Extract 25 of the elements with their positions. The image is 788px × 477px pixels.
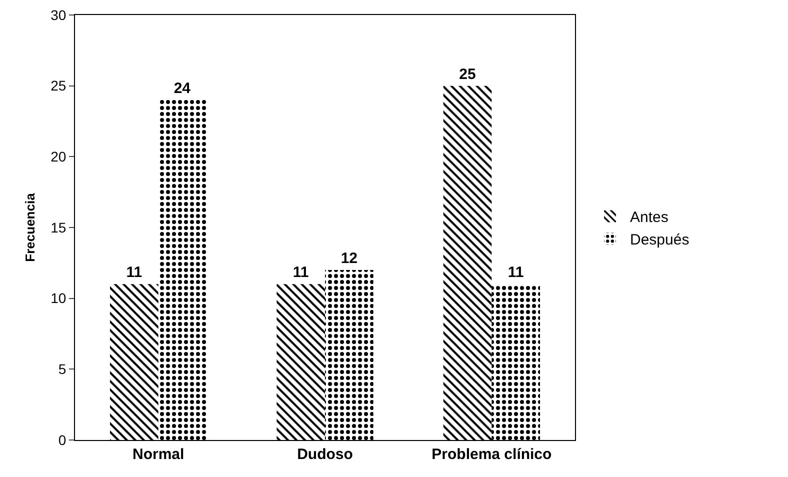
y-tick-label: 5 <box>58 361 66 378</box>
x-tick-label: Normal <box>132 446 184 463</box>
bar <box>110 284 158 440</box>
x-tick-label: Dudoso <box>297 446 353 463</box>
bar <box>443 86 492 440</box>
y-tick-label: 15 <box>50 219 66 236</box>
y-tick-label: 0 <box>58 432 66 448</box>
y-tick-label: 10 <box>50 290 66 306</box>
y-tick-label: 20 <box>50 148 66 165</box>
text: Después <box>630 232 690 249</box>
y-axis-title: Frecuencia <box>22 192 38 262</box>
bar <box>492 284 540 440</box>
data-label: 11 <box>126 264 142 282</box>
data-label: 11 <box>508 264 524 282</box>
text: Antes <box>630 209 668 226</box>
bar <box>276 284 325 440</box>
y-tick-label: 30 <box>50 6 66 23</box>
y-tick-label: 25 <box>50 78 66 94</box>
data-label: 12 <box>340 250 358 267</box>
x-tick-label: Problema clínico <box>432 446 552 463</box>
bar <box>158 100 207 440</box>
data-label: 24 <box>174 80 192 97</box>
data-label: 11 <box>292 264 309 282</box>
data-label: 25 <box>459 66 476 83</box>
bar <box>325 270 374 440</box>
